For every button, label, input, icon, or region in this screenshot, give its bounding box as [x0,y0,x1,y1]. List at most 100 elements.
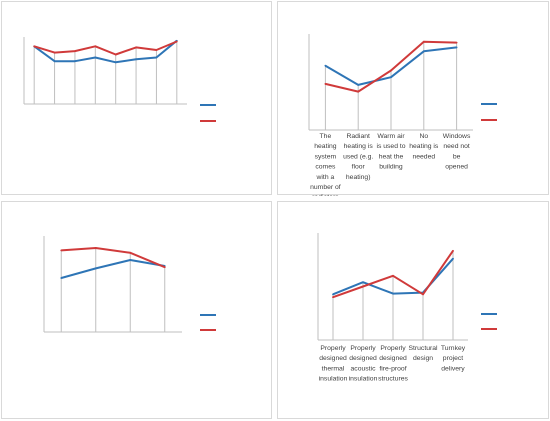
x-tick-label-line: needed [412,153,435,160]
x-tick-label-line: insulation [349,376,378,383]
data-point-conventional [390,69,392,72]
x-tick-label-line: acoustic [351,365,377,372]
data-point-timber [422,50,425,53]
data-point-timber [74,60,76,63]
x-tick-label-line: floor [352,164,366,171]
x-tick-label: Warm air is used to heat the building [376,133,405,171]
chart-svg-group-i [23,37,216,122]
data-point-timber [129,259,132,261]
x-tick-label: No heating is needed [409,133,439,160]
x-tick-label-line: thermal [322,365,345,372]
x-tick-label: Properly designed thermal insulation [319,345,348,383]
x-tick-label-line: Properly [380,345,406,352]
data-point-conventional [60,249,63,252]
data-point-conventional [74,50,76,53]
x-tick-label-line: opened [445,164,468,171]
data-point-timber [392,292,394,295]
data-point-conventional [114,53,117,56]
data-point-conventional [392,274,394,277]
data-point-conventional [422,293,424,296]
data-point-timber [94,56,97,59]
x-tick-label-line: heating is [344,143,374,150]
x-tick-label-line: designed [349,355,377,362]
data-point-conventional [94,45,97,48]
x-tick-label-line: need not [443,143,470,150]
data-point-conventional [422,40,425,43]
x-tick-label-line: The [320,133,332,140]
data-point-timber [357,83,360,86]
data-point-timber [135,58,137,61]
x-tick-label: The heating system comes with a number of radi… [310,133,341,196]
x-tick-label: Turnkey project delivery [441,345,466,372]
data-point-conventional [33,45,36,48]
x-tick-label-line: heat the [379,153,404,160]
x-tick-label-line: Radiant [346,133,370,140]
x-tick-label-line: Warm air [377,133,405,140]
chart-panel-group-iii: The heating system comes with a number of radi… [277,1,549,196]
data-point-timber [60,277,63,279]
data-point-conventional [324,83,327,85]
chart-svg-group-ii [43,236,216,333]
chart-svg-group-iii: The heating system comes with a number of radi… [308,34,497,196]
x-tick-label-line: with a [316,174,335,181]
data-point-timber [114,61,117,64]
x-tick-label-line: heating) [346,174,371,181]
x-tick-label-line: fire-proof [379,365,406,372]
x-tick-label-line: insulation [319,376,348,383]
data-point-timber [452,257,454,260]
data-point-conventional [163,266,166,269]
x-tick-label-line: designed [319,355,347,362]
data-point-conventional [53,51,56,54]
data-point-conventional [362,285,364,288]
x-tick-label-line: building [379,164,403,171]
data-point-timber [155,56,158,59]
x-tick-label-line: structures [378,376,408,383]
x-tick-label-line: heating is [409,143,439,150]
data-point-timber [53,60,56,63]
x-tick-label-line: Windows [443,133,471,140]
x-tick-label-line: system [315,153,337,160]
chart-panel-group-ii [1,201,272,419]
x-tick-label-line: Properly [320,345,346,352]
x-tick-label-line: Turnkey [441,345,466,352]
x-tick-label-line: used (e.g. [343,153,373,160]
data-point-conventional [155,49,158,51]
data-point-timber [390,76,392,79]
x-tick-label-line: Properly [350,345,376,352]
data-point-conventional [175,40,178,43]
chart-panel-group-i [1,1,272,195]
data-point-conventional [129,251,132,254]
x-tick-label-line: project [443,355,464,362]
series-line-conventional [61,247,166,269]
x-tick-label-line: is used to [376,143,405,150]
chart-svg-group-iv: Properly designed thermal insulationProperl… [317,233,497,383]
x-tick-label-line: be [453,153,461,160]
x-tick-label: Windows need not be opened [443,133,471,171]
x-tick-label: Radiant heating is used (e.g. floor heating) [343,133,373,181]
series-line-timber [61,259,165,279]
x-tick-label: Properly designed fire-proof structures [378,345,408,383]
x-tick-label-line: No [419,133,428,140]
data-point-timber [362,281,364,284]
x-tick-label-line: comes [315,164,336,171]
data-point-timber [455,46,458,49]
x-tick-label-line: designed [379,355,407,362]
x-tick-label: Properly designed acoustic insulation [349,345,378,383]
data-point-conventional [135,46,137,49]
x-tick-label-line: heating [314,143,337,150]
data-point-conventional [357,90,360,93]
x-tick-label-line: delivery [441,365,465,372]
x-tick-label: Structural design [408,345,438,362]
x-tick-label-line: radiators [312,194,339,196]
data-point-conventional [455,41,458,44]
x-tick-label-line: number of [310,184,341,191]
data-point-timber [332,293,334,296]
x-tick-label-line: Structural [408,345,438,352]
series-line-timber [33,39,178,64]
data-point-conventional [452,249,454,252]
x-tick-label-line: design [413,355,433,362]
series-line-conventional [33,40,178,56]
chart-panel-group-iv: Properly designed thermal insulation Properl… [277,201,549,419]
data-point-timber [94,267,97,270]
data-point-timber [324,64,327,67]
